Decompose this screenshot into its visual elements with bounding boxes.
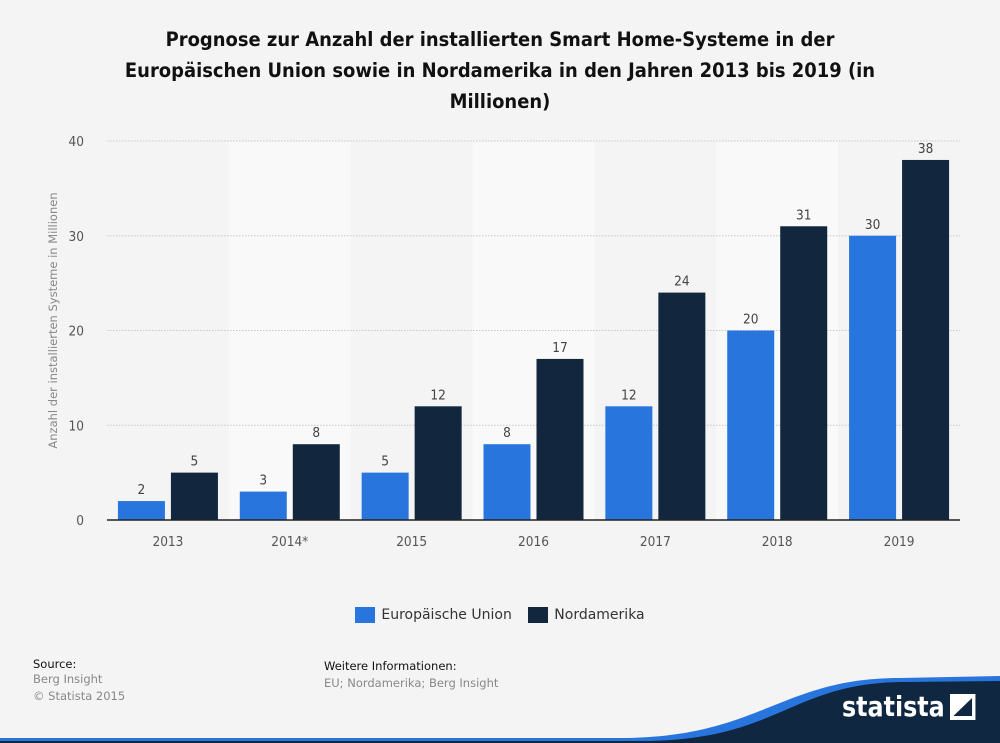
bar-na xyxy=(536,358,584,520)
data-label: 38 xyxy=(918,141,933,157)
y-tick-label: 20 xyxy=(69,324,84,340)
x-tick-label: 2016 xyxy=(518,534,549,550)
y-tick-label: 30 xyxy=(69,229,84,245)
bar-na xyxy=(170,472,218,520)
data-label: 12 xyxy=(430,387,445,403)
data-label: 20 xyxy=(743,312,758,328)
x-tick-label: 2018 xyxy=(762,534,793,550)
source-line: Berg Insight xyxy=(33,672,103,686)
bar-eu xyxy=(483,444,531,520)
x-tick-label: 2013 xyxy=(152,534,183,550)
bar-eu xyxy=(605,406,653,520)
info-heading: Weitere Informationen: xyxy=(324,659,457,673)
bar-eu xyxy=(849,235,897,520)
legend-swatch-na xyxy=(528,607,549,623)
y-tick-label: 0 xyxy=(76,513,84,529)
source-block: Source: Berg Insight © Statista 2015 xyxy=(33,657,125,705)
data-label: 5 xyxy=(381,454,389,470)
data-label: 12 xyxy=(621,387,636,403)
data-label: 8 xyxy=(503,425,511,441)
bar-eu xyxy=(117,501,165,520)
bar-eu xyxy=(361,472,409,520)
x-tick-label: 2014* xyxy=(271,534,308,550)
bar-chart: 0 10 20 30 40 Anzahl der installierten System… xyxy=(46,134,960,550)
logo-text: statista xyxy=(842,690,945,723)
y-tick-label: 10 xyxy=(69,418,84,434)
data-label: 24 xyxy=(674,274,690,290)
bar-na xyxy=(902,159,950,520)
source-heading: Source: xyxy=(33,657,77,671)
data-label: 17 xyxy=(552,340,567,356)
info-block: Weitere Informationen: EU; Nordamerika; … xyxy=(324,659,498,692)
data-label: 5 xyxy=(191,454,199,470)
y-tick-label: 40 xyxy=(69,134,84,150)
x-tick-label: 2019 xyxy=(884,534,915,550)
statista-logo[interactable]: statista xyxy=(842,690,976,723)
bar-na xyxy=(780,226,828,520)
data-label: 8 xyxy=(312,425,320,441)
x-tick-label: 2015 xyxy=(396,534,427,550)
bar-na xyxy=(658,292,706,520)
data-label: 31 xyxy=(796,207,811,223)
bar-eu xyxy=(239,491,287,520)
copyright-line: © Statista 2015 xyxy=(33,689,126,703)
legend-swatch-eu xyxy=(355,607,376,623)
info-text: EU; Nordamerika; Berg Insight xyxy=(324,676,499,690)
bar-na xyxy=(414,406,462,520)
data-label: 2 xyxy=(138,482,146,498)
legend: Europäische Union Nordamerika xyxy=(0,607,1000,627)
bar-na xyxy=(292,444,340,520)
data-label: 3 xyxy=(259,473,267,489)
y-axis-label: Anzahl der installierten Systeme in Mill… xyxy=(46,192,60,448)
bar-eu xyxy=(727,330,775,520)
legend-label-na: Nordamerika xyxy=(554,607,645,623)
statista-logo-icon xyxy=(949,693,976,720)
chart-title: Prognose zur Anzahl der installierten Sm… xyxy=(124,28,876,113)
data-label: 30 xyxy=(865,217,880,233)
legend-item-na[interactable]: Nordamerika xyxy=(528,607,645,623)
x-tick-label: 2017 xyxy=(640,534,671,550)
legend-label-eu: Europäische Union xyxy=(381,607,512,623)
legend-item-eu[interactable]: Europäische Union xyxy=(355,607,512,623)
footer-swoosh xyxy=(0,676,1000,743)
